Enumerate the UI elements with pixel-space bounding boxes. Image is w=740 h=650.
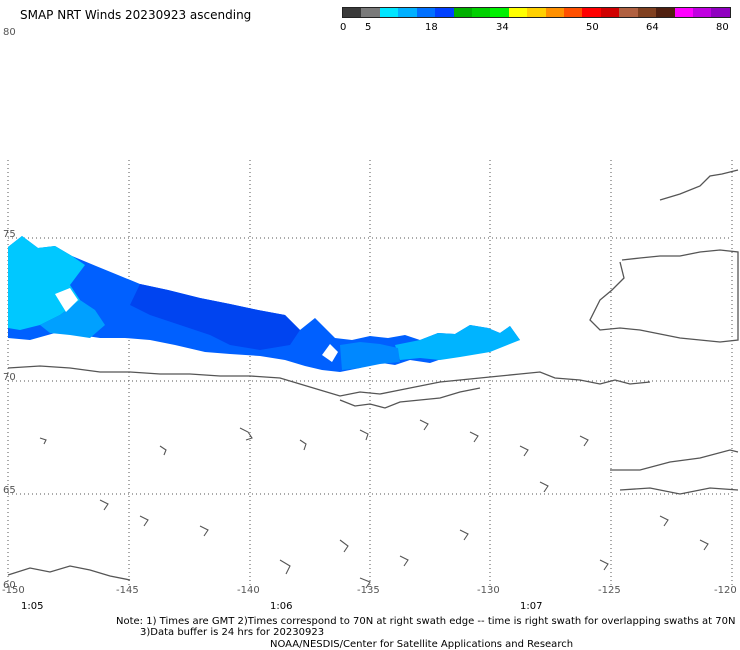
lat-label-70: 70 (3, 372, 16, 383)
note-line-1: Note: 1) Times are GMT 2)Times correspon… (116, 616, 736, 627)
lat-label-75: 75 (3, 229, 16, 240)
colorbar-segment-9 (508, 8, 528, 17)
wind-swath-west-mid (40, 300, 105, 338)
coastline-lakes (39, 419, 709, 589)
coastline-victoria-north (659, 169, 739, 201)
colorbar-segment-14 (600, 8, 620, 17)
coastline-banks-island (589, 249, 739, 343)
wind-swath (8, 236, 520, 372)
colorbar-segment-7 (471, 8, 491, 17)
colorbar-segment-13 (582, 8, 601, 17)
time-label-1: 1:05 (21, 601, 44, 612)
graticule (7, 160, 733, 588)
colorbar-segment-5 (435, 8, 454, 17)
colorbar-segment-20 (711, 8, 730, 17)
colorbar-segment-17 (656, 8, 675, 17)
wind-swath-main (8, 236, 520, 372)
colorbar-label-64: 64 (646, 22, 659, 33)
lon-label-120: -120 (714, 585, 737, 596)
coastline-delta (339, 387, 481, 409)
coastline (7, 169, 739, 589)
colorbar-label-0: 0 (340, 22, 347, 33)
colorbar-label-80: 80 (716, 22, 729, 33)
wind-swath-center-dark (130, 284, 300, 350)
lon-label-145: -145 (116, 585, 139, 596)
time-label-2: 1:06 (270, 601, 293, 612)
lon-label-130: -130 (477, 585, 500, 596)
time-label-3: 1:07 (520, 601, 543, 612)
colorbar-label-5: 5 (365, 22, 372, 33)
colorbar-label-18: 18 (425, 22, 438, 33)
coastline-amundsen (619, 487, 739, 495)
colorbar-segment-2 (379, 8, 399, 17)
colorbar-label-34: 34 (496, 22, 509, 33)
lon-label-150: -150 (2, 585, 25, 596)
lon-label-140: -140 (237, 585, 260, 596)
coastline-bottom-left (7, 565, 131, 581)
wind-swath-notch (322, 344, 338, 362)
figure-title: SMAP NRT Winds 20230923 ascending (20, 8, 252, 22)
lon-label-125: -125 (598, 585, 621, 596)
note-line-2: 3)Data buffer is 24 hrs for 20230923 (140, 627, 325, 638)
lat-label-80: 80 (3, 27, 16, 38)
colorbar-segment-0 (343, 8, 362, 17)
colorbar-segment-8 (490, 8, 509, 17)
colorbar-segment-12 (564, 8, 583, 17)
wind-speed-colorbar (342, 7, 731, 18)
colorbar-segment-16 (637, 8, 657, 17)
colorbar-segment-3 (398, 8, 417, 17)
wind-swath-east-mid (340, 342, 400, 370)
colorbar-segment-6 (453, 8, 472, 17)
colorbar-segment-18 (674, 8, 694, 17)
colorbar-segment-10 (527, 8, 546, 17)
colorbar-segment-15 (619, 8, 638, 17)
colorbar-segment-4 (416, 8, 436, 17)
note-line-3: NOAA/NESDIS/Center for Satellite Applica… (270, 639, 574, 650)
colorbar-label-50: 50 (586, 22, 599, 33)
lon-label-135: -135 (357, 585, 380, 596)
colorbar-segment-1 (361, 8, 380, 17)
lat-label-60: 60 (3, 580, 16, 591)
coastline-victoria-south (610, 449, 739, 471)
wind-swath-east-light (395, 325, 520, 360)
lat-label-65: 65 (3, 485, 16, 496)
wind-swath-gap (55, 288, 78, 312)
coastline-north-slope (7, 365, 651, 397)
colorbar-segment-11 (545, 8, 565, 17)
colorbar-segment-19 (693, 8, 712, 17)
